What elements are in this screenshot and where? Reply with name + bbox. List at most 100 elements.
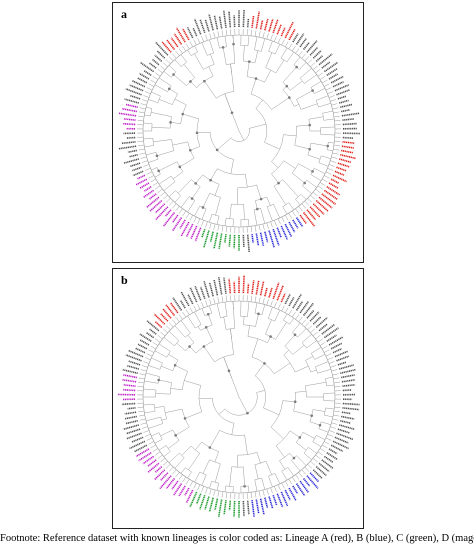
tree-branch — [314, 88, 326, 94]
taxon-label-mark — [192, 27, 198, 37]
tree-branch — [288, 202, 294, 210]
tree-tip-branch — [137, 120, 144, 122]
taxon-label-mark — [306, 40, 318, 53]
taxon-label-mark — [161, 41, 172, 53]
taxon-label-mark — [153, 469, 166, 481]
tree-branch — [247, 301, 250, 317]
taxon-label-mark — [280, 225, 289, 240]
tree-tip-branch — [319, 448, 326, 452]
tree-branch — [270, 426, 284, 440]
tree-tip-branch — [258, 224, 261, 231]
tree-branch — [273, 362, 291, 374]
tree-tip-branch — [310, 328, 315, 333]
taxon-label-mark — [315, 55, 323, 63]
taxon-label-mark — [336, 355, 350, 362]
taxon-label-mark — [125, 88, 142, 96]
tree-tip-branch — [322, 444, 328, 449]
taxon-label-mark — [139, 339, 150, 346]
tree-tip-branch — [315, 69, 321, 74]
tree-tip-branch — [160, 192, 166, 197]
tree-branch — [201, 208, 207, 220]
tree-arc — [185, 332, 191, 338]
tree-tip-branch — [327, 91, 334, 95]
tree-tip-branch — [138, 410, 145, 413]
tree-branch — [287, 467, 294, 476]
taxon-label-mark — [334, 84, 350, 92]
taxon-label-mark — [160, 313, 169, 322]
taxon-label-mark — [332, 347, 342, 354]
tree-branch — [264, 142, 280, 150]
taxon-label-mark — [172, 217, 183, 232]
tree-tip-branch — [333, 115, 340, 118]
tree-arc — [284, 345, 293, 355]
tree-tip-branch — [266, 222, 269, 229]
tree-branch — [289, 452, 295, 459]
taxon-label-mark — [334, 170, 345, 176]
tree-branch — [250, 78, 257, 95]
taxon-label-mark — [292, 485, 299, 495]
tree-arc — [296, 99, 302, 110]
tree-tip-branch — [301, 203, 306, 209]
tree-arc — [237, 452, 258, 456]
taxon-label-mark — [203, 230, 210, 248]
tree-arc — [268, 473, 276, 477]
taxon-label-mark — [195, 493, 202, 505]
tree-branch — [209, 305, 212, 314]
taxon-label-mark — [299, 214, 308, 225]
tree-tip-branch — [146, 353, 153, 357]
taxon-label-mark — [224, 234, 227, 243]
tree-branch — [153, 139, 172, 143]
tree-tip-branch — [197, 303, 201, 310]
taxon-label-mark — [323, 61, 339, 73]
tree-tip-branch — [141, 99, 148, 102]
taxon-label-mark — [306, 475, 319, 489]
tree-tip-branch — [160, 331, 166, 336]
tree-tip-branch — [291, 476, 296, 483]
tree-tip-branch — [277, 218, 281, 225]
taxon-label-mark — [142, 189, 155, 199]
taxon-label-mark — [332, 81, 344, 88]
taxon-label-mark — [312, 469, 323, 480]
tree-branch — [145, 372, 160, 377]
tree-tip-branch — [322, 178, 328, 183]
tree-tip-branch — [168, 200, 174, 206]
taxon-label-mark — [147, 459, 157, 467]
taxon-label-mark — [137, 343, 148, 350]
tree-tip-branch — [221, 491, 224, 498]
support-node — [318, 423, 322, 427]
tree-tip-branch — [254, 296, 257, 303]
taxon-label-mark — [340, 419, 351, 424]
tree-branch — [203, 346, 215, 362]
tree-tip-branch — [334, 120, 341, 122]
tree-branch — [231, 423, 235, 435]
panel-label-a: a — [121, 7, 127, 21]
taxon-label-mark — [129, 84, 144, 92]
tree-tip-branch — [157, 69, 163, 74]
tree-tip-branch — [193, 482, 197, 489]
tree-tip-branch — [274, 220, 277, 226]
tree-branch — [145, 106, 152, 109]
taxon-label-mark — [280, 293, 286, 303]
tree-branch — [180, 467, 186, 474]
taxon-label-mark — [208, 497, 214, 513]
tree-arc — [265, 67, 276, 74]
tree-tip-branch — [172, 469, 177, 475]
tree-branch — [195, 174, 203, 184]
taxon-label-mark — [288, 221, 296, 233]
tree-branch — [154, 406, 165, 408]
taxon-label-mark — [189, 287, 198, 303]
tree-tip-branch — [250, 295, 253, 302]
tree-tip-branch — [201, 302, 204, 308]
tree-tip-branch — [246, 29, 248, 36]
tree-tip-branch — [246, 295, 248, 302]
tree-tip-branch — [304, 56, 310, 62]
tree-branch — [163, 451, 171, 457]
taxon-label-mark — [143, 186, 152, 192]
tree-branch — [321, 421, 331, 425]
taxon-label-mark — [340, 103, 353, 109]
taxon-label-mark — [302, 302, 314, 316]
tree-branch — [197, 131, 211, 134]
tree-branch — [183, 64, 195, 78]
tree-branch — [261, 304, 266, 315]
tree-branch — [246, 61, 250, 77]
